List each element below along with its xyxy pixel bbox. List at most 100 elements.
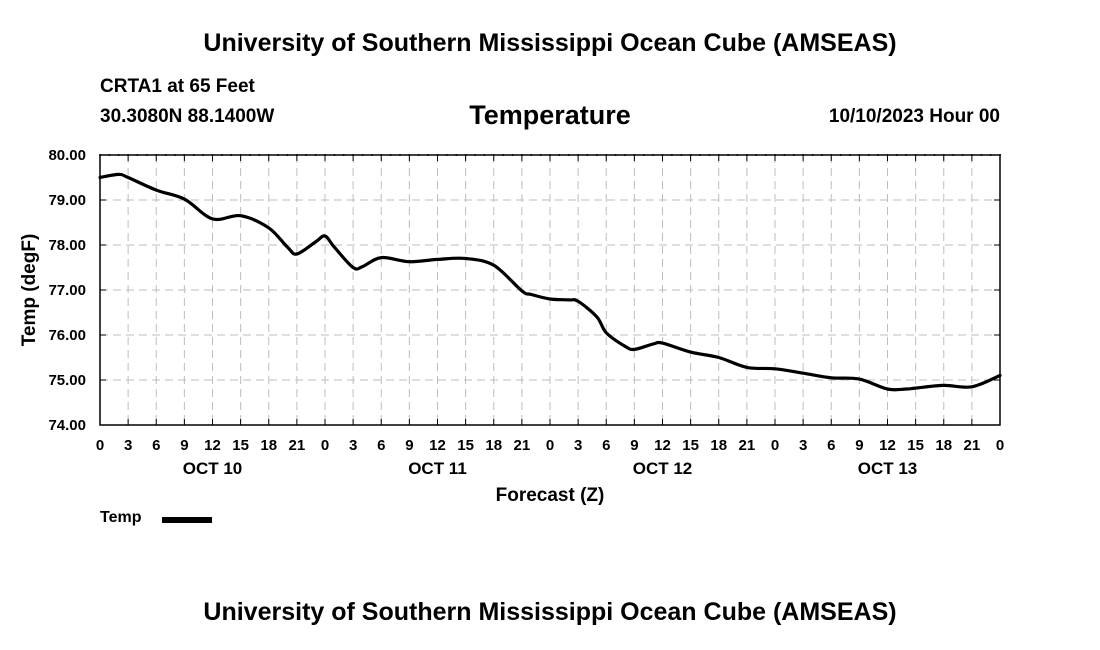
x-tick-label: 21	[739, 437, 756, 454]
top-dot	[717, 154, 720, 156]
x-tick-label: 3	[574, 437, 582, 454]
top-dot	[539, 154, 542, 156]
top-dot	[380, 154, 383, 156]
x-tick-label: 9	[180, 437, 188, 454]
y-tick-label: 78.00	[48, 237, 86, 254]
x-tick-label: 0	[546, 437, 554, 454]
top-dot	[389, 154, 392, 156]
top-dot	[980, 154, 983, 156]
top-dot	[286, 154, 289, 156]
top-dot	[989, 154, 992, 156]
x-tick-label: 9	[855, 437, 863, 454]
legend-swatch	[162, 517, 212, 523]
x-tick-label: 9	[630, 437, 638, 454]
page-title: University of Southern Mississippi Ocean…	[203, 29, 897, 57]
top-dot	[436, 154, 439, 156]
top-dot	[342, 154, 345, 156]
x-tick-label: 6	[152, 437, 160, 454]
top-dot	[127, 154, 130, 156]
x-tick-label: 12	[879, 437, 896, 454]
day-label: OCT 11	[408, 459, 467, 478]
top-dot	[520, 154, 523, 156]
top-dot	[895, 154, 898, 156]
x-tick-label: 18	[260, 437, 277, 454]
x-tick-label: 0	[771, 437, 779, 454]
top-dot	[370, 154, 373, 156]
top-dot	[708, 154, 711, 156]
x-tick-label: 0	[321, 437, 329, 454]
top-dot	[249, 154, 251, 156]
x-tick-label: 0	[996, 437, 1004, 454]
x-tick-label: 3	[349, 437, 357, 454]
temp-series-line	[98, 172, 1002, 392]
top-dot	[474, 154, 476, 156]
axis-ticks	[99, 154, 1001, 426]
x-tick-label: 12	[429, 437, 446, 454]
x-tick-label: 6	[377, 437, 385, 454]
top-dot	[867, 154, 870, 156]
top-dot	[324, 154, 326, 156]
top-dot	[511, 154, 514, 156]
top-dot	[839, 154, 842, 156]
x-tick-label: 18	[485, 437, 502, 454]
station-coordinates: 30.3080N 88.1400W	[100, 106, 275, 127]
top-dot	[567, 154, 570, 156]
top-dot	[267, 154, 270, 156]
top-dot	[483, 154, 486, 156]
top-dot	[239, 154, 242, 156]
top-dot	[595, 154, 598, 156]
top-dot	[530, 154, 533, 156]
top-dot	[792, 154, 795, 156]
x-tick-label: 6	[827, 437, 835, 454]
top-dot	[220, 154, 223, 156]
top-dot	[670, 154, 673, 156]
top-dot	[408, 154, 411, 156]
top-dot	[652, 154, 655, 156]
top-dot	[661, 154, 664, 156]
top-dot	[774, 154, 776, 156]
legend-label: Temp	[100, 509, 142, 526]
x-tick-label: 15	[682, 437, 699, 454]
x-tick-label: 18	[935, 437, 952, 454]
top-dot	[699, 154, 701, 156]
top-dot	[605, 154, 608, 156]
x-tick-label: 15	[907, 437, 924, 454]
top-dot	[492, 154, 495, 156]
top-dot	[305, 154, 308, 156]
top-dot	[736, 154, 739, 156]
top-dot	[802, 154, 805, 156]
top-dot	[858, 154, 861, 156]
x-tick-label: 9	[405, 437, 413, 454]
top-dot	[952, 154, 955, 156]
top-dot	[549, 154, 551, 156]
top-dot	[258, 154, 261, 156]
top-dot	[577, 154, 580, 156]
top-dot	[202, 154, 205, 156]
top-dot	[352, 154, 355, 156]
top-dot	[727, 154, 730, 156]
chart-title: Temperature	[469, 100, 631, 130]
y-tick-label: 75.00	[48, 372, 86, 389]
top-dot	[108, 154, 111, 156]
top-dot	[427, 154, 430, 156]
top-dot	[417, 154, 420, 156]
top-dot	[689, 154, 692, 156]
top-dot	[164, 154, 167, 156]
top-dot	[680, 154, 683, 156]
top-dot	[745, 154, 748, 156]
top-dot	[961, 154, 964, 156]
top-dot	[192, 154, 195, 156]
top-dot	[183, 154, 186, 156]
top-dot	[933, 154, 936, 156]
x-axis-title: Forecast (Z)	[496, 485, 605, 506]
x-tick-label: 12	[654, 437, 671, 454]
top-dot	[849, 154, 851, 156]
top-dot	[399, 154, 401, 156]
top-dot	[230, 154, 233, 156]
top-dot	[755, 154, 758, 156]
y-tick-label: 80.00	[48, 147, 86, 164]
top-dot	[624, 154, 626, 156]
top-dot	[783, 154, 786, 156]
top-dot	[877, 154, 880, 156]
